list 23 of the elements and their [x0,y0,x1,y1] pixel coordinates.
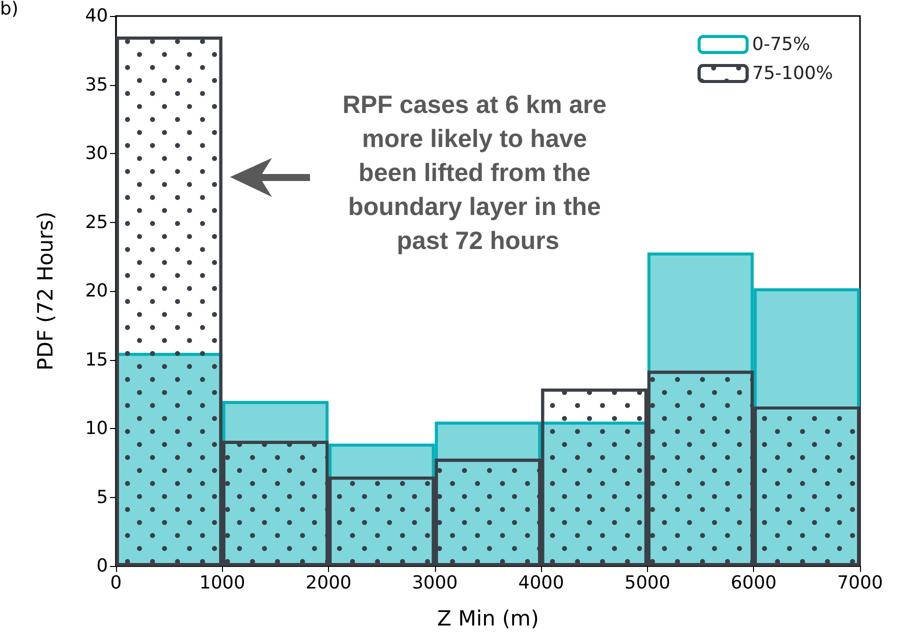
x-tick-label: 2000 [306,572,352,594]
y-tick-label: 5 [96,486,108,508]
x-tick-label: 3000 [412,572,458,594]
y-tick-label: 25 [85,212,108,233]
y-tick-label: 15 [85,349,108,370]
annotation: RPF cases at 6 km are more likely to have been lifted from the boundary layer in the past 72 hours [342,91,614,255]
x-tick-label: 1000 [199,572,246,594]
x-axis-title: Z Min (m) [437,606,539,630]
y-tick-label: 20 [85,280,108,302]
x-tick-label: 6000 [730,572,777,594]
x-tick-label: 0 [110,572,122,594]
y-tick-label: 0 [96,556,108,576]
y-tick-label: 30 [85,143,108,164]
y-axis-title: PDF (72 Hours) [34,212,58,370]
text: b) [0,0,18,20]
legend-label: 75-100% [752,63,833,84]
y-tick-label: 10 [85,418,108,439]
y-tick-label: 35 [85,74,108,96]
x-tick-label: 4000 [518,572,564,594]
legend-label: 0-75% [752,34,810,55]
x-tick-label: 7000 [837,572,883,594]
y-tick-label: 40 [85,6,108,26]
x-tick-label: 5000 [624,572,670,594]
